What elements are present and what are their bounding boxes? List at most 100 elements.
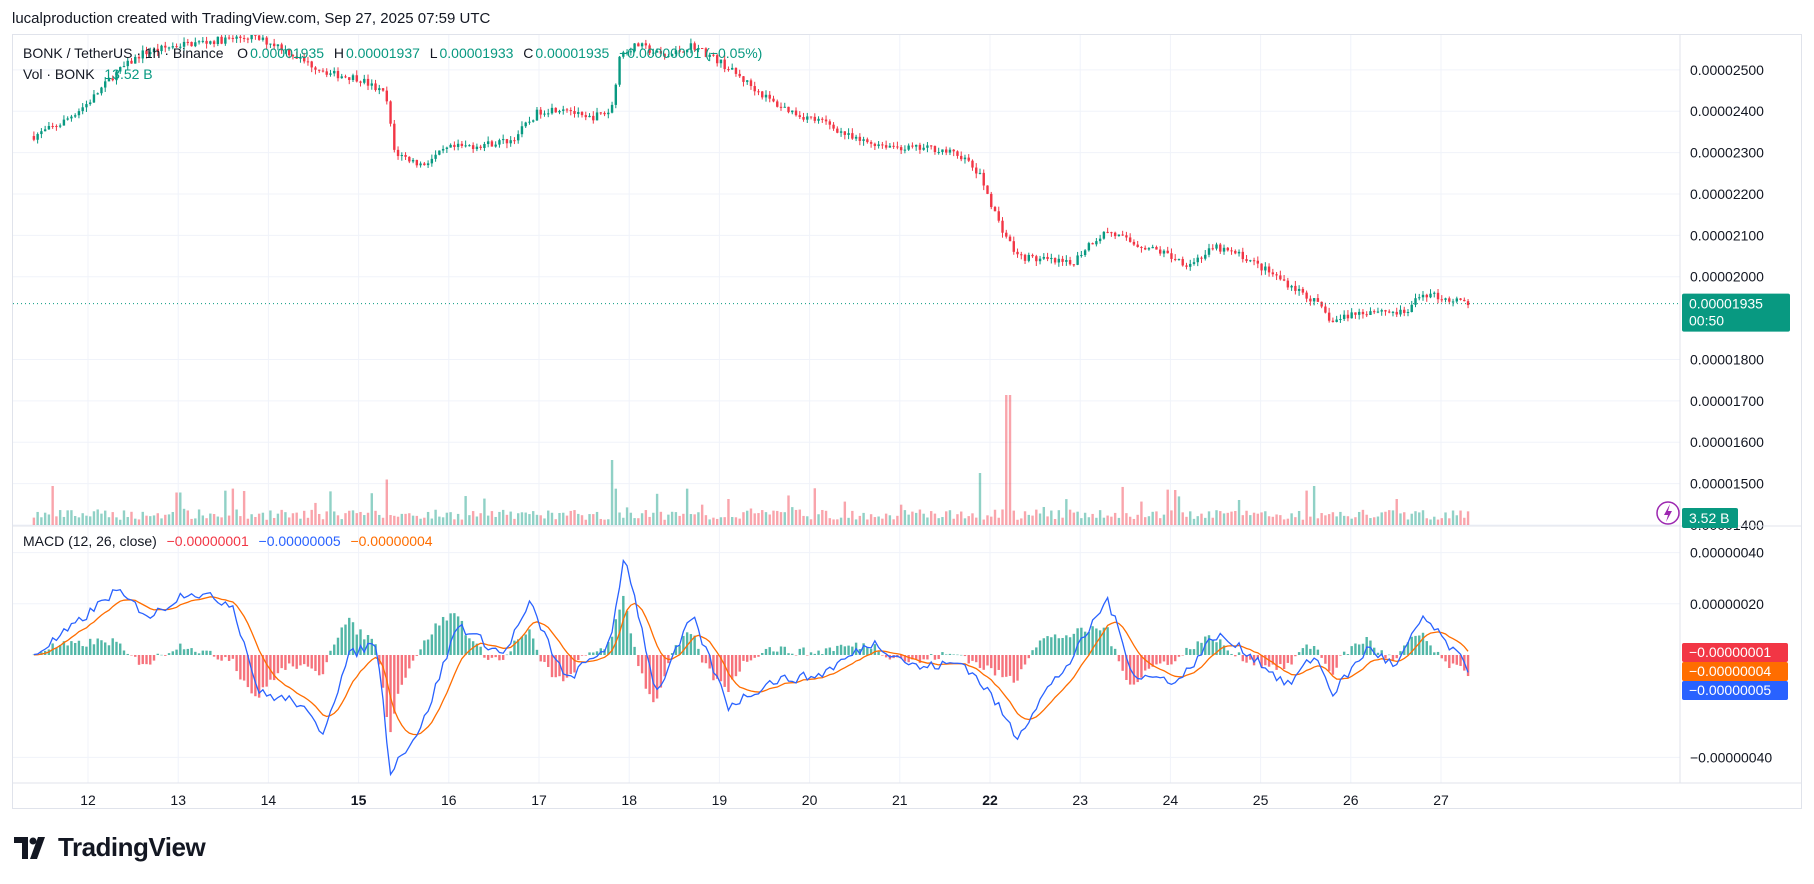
macd-histogram-bar — [513, 640, 516, 655]
candle-body — [670, 54, 674, 57]
tradingview-logo[interactable]: TradingView — [14, 832, 206, 863]
macd-histogram-bar — [396, 655, 400, 694]
time-axis-tick: 13 — [170, 792, 186, 808]
candle-body — [1177, 259, 1181, 261]
volume-bar — [1309, 516, 1312, 525]
candle-body — [1403, 309, 1406, 313]
macd-histogram-bar — [1406, 642, 1410, 655]
macd-histogram-bar — [828, 647, 832, 655]
macd-histogram-bar — [1395, 655, 1398, 659]
macd-histogram-bar — [242, 655, 246, 681]
macd-histogram-bar — [325, 655, 328, 663]
close-label: C — [523, 45, 534, 61]
macd-histogram-bar — [535, 649, 539, 655]
volume-bar — [284, 512, 287, 525]
candle-body — [990, 193, 993, 208]
volume-bar — [475, 516, 479, 525]
macd-histogram-bar — [490, 655, 494, 658]
macd-histogram-bar — [1219, 639, 1222, 655]
macd-histogram-bar — [164, 655, 167, 656]
macd-histogram-bar — [569, 655, 572, 674]
candle-body — [370, 83, 373, 86]
chart-canvas[interactable]: 0.00002500 0.00002400 0.00002300 0.00002200… — [13, 35, 1801, 808]
candle-body — [426, 163, 430, 166]
macd-histogram-bar — [393, 655, 396, 714]
candle-body — [310, 61, 313, 68]
candle-body — [306, 61, 310, 63]
volume-bar — [809, 519, 813, 525]
candle-body — [1001, 220, 1004, 233]
macd-histogram-bar — [577, 655, 580, 661]
candle-body — [464, 145, 467, 147]
volume-bar — [1260, 512, 1263, 525]
macd-value-badge[interactable] — [1682, 662, 1788, 681]
volume-bar — [1016, 519, 1019, 525]
candle-body — [715, 55, 719, 64]
macd-histogram-bar — [1132, 655, 1136, 685]
macd-histogram-bar — [111, 638, 114, 655]
volume-badge-label: 3.52 B — [1689, 510, 1729, 526]
volume-bar — [40, 517, 43, 525]
macd-histogram-bar — [231, 655, 235, 659]
candle-body — [1414, 298, 1417, 305]
macd-histogram-bar — [1294, 655, 1297, 657]
candle-body — [948, 149, 952, 153]
macd-histogram-bar — [1068, 637, 1072, 655]
volume-bar — [1121, 486, 1124, 525]
candle-body — [607, 112, 610, 115]
candle-body — [719, 59, 723, 64]
candle-body — [982, 172, 985, 186]
volume-bar — [907, 514, 910, 525]
candle-body — [1376, 311, 1380, 313]
macd-histogram-bar — [1076, 628, 1079, 655]
volume-bar — [224, 490, 227, 525]
price-axis-tick: 0.00002000 — [1690, 269, 1764, 285]
volume-bar — [1215, 510, 1218, 525]
macd-label[interactable]: MACD (12, 26, close) — [23, 533, 157, 549]
macd-value-badge[interactable] — [1682, 681, 1788, 700]
volume-bar — [167, 514, 171, 525]
macd-histogram-bar — [1234, 655, 1237, 657]
macd-histogram-bar — [918, 655, 922, 663]
chart-frame[interactable]: 0.00002500 0.00002400 0.00002300 0.00002200… — [12, 34, 1802, 809]
candle-body — [363, 78, 366, 83]
volume-bar — [836, 519, 839, 525]
volume-bar — [186, 510, 190, 525]
volume-bar — [378, 514, 381, 525]
candle-body — [592, 115, 595, 121]
volume-bar — [314, 502, 317, 525]
macd-histogram-bar — [415, 655, 419, 656]
volume-bar — [1418, 512, 1421, 525]
macd-histogram-bar — [982, 655, 985, 670]
volume-badge[interactable] — [1682, 508, 1738, 528]
candle-body — [881, 144, 884, 146]
last-price-badge[interactable] — [1682, 293, 1790, 332]
volume-label[interactable]: Vol · BONK — [23, 66, 95, 82]
volume-bar — [321, 519, 325, 525]
volume-bar — [1384, 511, 1387, 525]
candle-body — [1294, 285, 1297, 291]
macd-histogram-bar — [265, 655, 268, 687]
candle-body — [205, 40, 208, 44]
candle-body — [186, 41, 190, 43]
macd-histogram-bar — [257, 655, 261, 698]
volume-bar — [336, 515, 340, 525]
candle-body — [971, 160, 974, 168]
macd-histogram-bar — [858, 649, 862, 655]
candle-body — [873, 143, 877, 147]
volume-bar — [235, 509, 238, 525]
macd-histogram-bar — [1399, 651, 1402, 655]
candle-body — [896, 146, 899, 148]
time-axis-tick: 23 — [1072, 792, 1088, 808]
macd-value-badge[interactable] — [1682, 643, 1788, 662]
macd-histogram-bar — [622, 595, 625, 655]
candle-body — [595, 112, 599, 121]
macd-histogram-bar — [1061, 637, 1064, 655]
symbol-label[interactable]: BONK / TetherUS · 1h · Binance — [23, 45, 224, 61]
macd-histogram-bar — [1448, 655, 1451, 669]
volume-bar — [280, 509, 283, 525]
macd-histogram-bar — [389, 655, 392, 733]
candle-body — [1005, 232, 1008, 237]
candle-body — [284, 49, 287, 51]
candle-body — [712, 54, 715, 56]
